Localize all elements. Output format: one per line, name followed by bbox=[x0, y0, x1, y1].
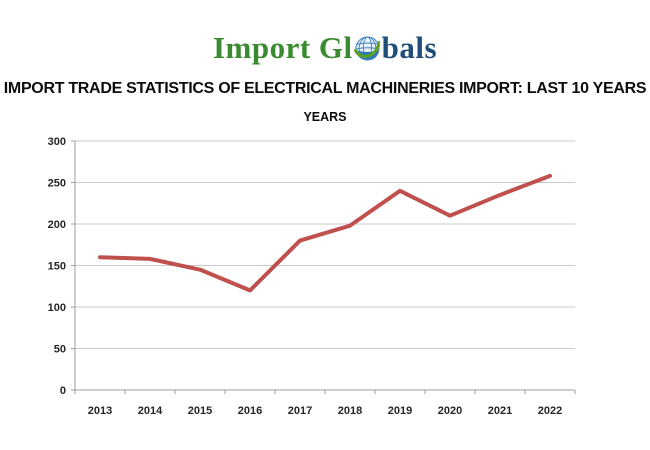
y-axis-label: 150 bbox=[48, 261, 66, 273]
x-axis-label: 2017 bbox=[288, 405, 312, 417]
line-chart: 0 50 100 150 200 250 300 2013 2014 2015 2016 2017 20… bbox=[48, 136, 576, 417]
page-title: IMPORT TRADE STATISTICS OF ELECTRICAL MA… bbox=[3, 80, 647, 97]
logo-text-left: Import Gl bbox=[212, 30, 353, 65]
x-axis-label: 2021 bbox=[488, 405, 512, 417]
import-trend-chart: 0 50 100 150 200 250 300 2013 2014 2015 2016 2017 20… bbox=[0, 130, 650, 435]
x-axis-label: 2018 bbox=[338, 405, 362, 417]
y-axis-label: 100 bbox=[48, 302, 66, 314]
logo-text-right: bals bbox=[381, 30, 438, 65]
logo: Import Gl bals bbox=[0, 30, 650, 70]
x-axis-label: 2022 bbox=[538, 405, 562, 417]
x-axis-label: 2015 bbox=[188, 405, 212, 417]
x-axis-label: 2014 bbox=[138, 405, 163, 417]
y-axis-label: 200 bbox=[48, 219, 66, 231]
x-axis-label: 2013 bbox=[88, 405, 112, 417]
y-axis-label: 50 bbox=[54, 344, 66, 356]
chart-title: YEARS bbox=[303, 110, 347, 124]
y-axis-label: 250 bbox=[48, 178, 66, 190]
import-value-line bbox=[98, 173, 552, 293]
y-axis-label: 300 bbox=[48, 136, 66, 148]
x-axis-label: 2020 bbox=[438, 405, 462, 417]
y-axis-label: 0 bbox=[60, 385, 66, 397]
x-axis-label: 2019 bbox=[388, 405, 412, 417]
x-axis-label: 2016 bbox=[238, 405, 262, 417]
globe-icon bbox=[353, 34, 381, 70]
